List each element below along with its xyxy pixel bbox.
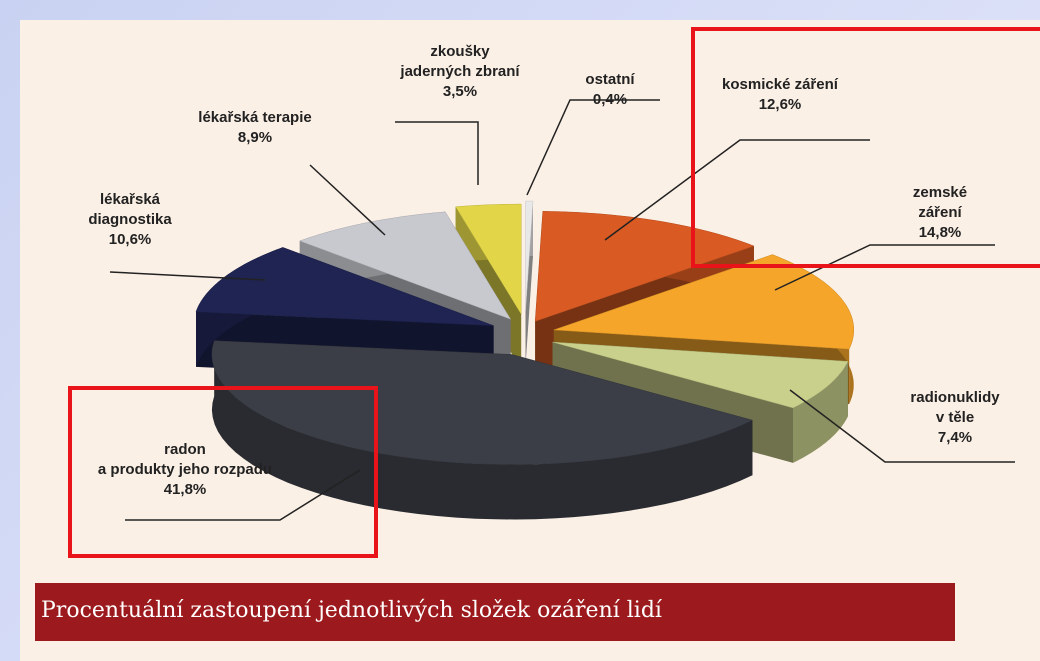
category-label: radionuklidy v těle [910,389,1000,426]
slice-label: radionuklidy v těle 7,4% [910,388,999,448]
slice-label: zemské záření 14,8% [890,183,990,243]
value-label: 41,8% [163,481,207,498]
category-label: lékařská terapie [198,109,312,126]
value-label: 7,4% [937,429,973,446]
leader-line [774,244,995,291]
slice-label: radon a produkty jeho rozpadu 41,8% [98,440,272,500]
slice-label: kosmické záření 12,6% [722,75,838,115]
category-label: radon a produkty jeho rozpadu [97,441,273,478]
leader-line [604,139,870,241]
value-label: 0,4% [592,91,628,108]
highlight-box [68,386,378,558]
value-label: 10,6% [108,231,152,248]
caption-banner: Procentuální zastoupení jednotlivých slo… [35,583,955,641]
slice-label: ostatní 0,4% [585,70,634,110]
category-label: lékařská diagnostika [88,191,172,228]
slice [299,211,512,320]
slice-label: lékařská diagnostika 10,6% [88,190,171,250]
value-label: 12,6% [758,96,802,113]
value-label: 3,5% [442,83,478,100]
leader-line [125,469,361,521]
leader-line [789,389,1015,463]
slice-label: zkoušky jaderných zbraní 3,5% [400,42,519,102]
category-label: ostatní [585,71,635,88]
category-label: kosmické záření [722,76,838,93]
value-label: 14,8% [918,224,962,241]
leader-line [395,121,479,185]
chart-title: Procentuální zastoupení jednotlivých slo… [41,598,662,623]
leader-line [309,164,386,236]
slice-label: lékařská terapie 8,9% [198,108,311,148]
slice [195,247,494,326]
value-label: 8,9% [237,129,273,146]
slice [211,340,754,465]
slice [455,203,522,315]
slice [525,200,534,312]
slice-side [211,340,753,520]
category-label: zemské záření [912,184,968,221]
category-label: zkoušky jaderných zbraní [400,43,520,80]
leader-line [526,99,660,196]
slice [534,211,755,322]
highlight-box [691,27,1040,268]
leader-line [109,271,266,281]
